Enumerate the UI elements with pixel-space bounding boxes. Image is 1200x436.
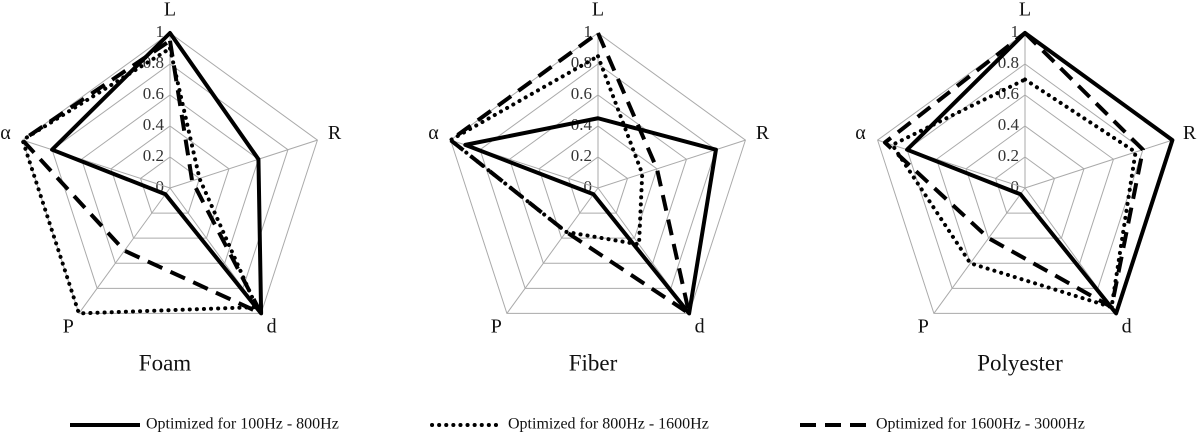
tick-label: 0.8 — [998, 53, 1019, 72]
axis-label: α — [0, 122, 11, 144]
radar-line — [890, 77, 1138, 310]
radar-line — [882, 31, 1145, 310]
chart-title: Polyester — [977, 350, 1063, 375]
axis-label: L — [164, 0, 176, 21]
legend-label: Optimized for 800Hz - 1600Hz — [508, 416, 709, 433]
tick-label: 1 — [156, 22, 165, 41]
spoke — [78, 187, 171, 314]
axis-label: d — [267, 316, 277, 338]
axis-label: P — [491, 316, 502, 338]
spoke — [1024, 139, 1173, 189]
radar-line — [448, 54, 645, 247]
axis-label: R — [328, 122, 342, 144]
spoke — [877, 139, 1026, 189]
grid-ring — [994, 156, 1056, 214]
grid-ring — [935, 94, 1115, 264]
spoke — [22, 139, 171, 189]
axis-label: L — [1019, 0, 1031, 21]
axis-label: P — [918, 316, 929, 338]
grid-ring — [139, 156, 201, 214]
spoke — [933, 187, 1026, 314]
grid-ring — [479, 63, 717, 289]
grid-ring — [80, 94, 260, 264]
spoke — [506, 187, 599, 314]
grid-ring — [51, 63, 289, 289]
tick-label: 1 — [1011, 22, 1020, 41]
legend-label: Optimized for 1600Hz - 3000Hz — [876, 416, 1085, 433]
grid-ring — [21, 32, 319, 314]
tick-label: 0.2 — [143, 146, 164, 165]
tick-label: 0.2 — [998, 146, 1019, 165]
axis-label: R — [756, 122, 770, 144]
grid-ring — [449, 32, 747, 314]
tick-label: 0.6 — [571, 84, 592, 103]
grid-ring — [110, 125, 230, 239]
spoke — [597, 139, 746, 189]
tick-label: 0.4 — [998, 115, 1020, 134]
radar-line — [20, 46, 259, 316]
grid-ring — [508, 94, 688, 264]
axis-label: d — [695, 316, 705, 338]
tick-label: 0.2 — [571, 146, 592, 165]
radar-line — [463, 116, 718, 316]
grid-ring — [538, 125, 658, 239]
grid-ring — [965, 125, 1085, 239]
grid-ring — [567, 156, 629, 214]
grid-ring — [906, 63, 1144, 289]
tick-label: 0.8 — [571, 53, 592, 72]
axis-label: α — [855, 122, 866, 144]
tick-label: 0 — [584, 177, 593, 196]
axis-label: R — [1183, 122, 1197, 144]
tick-label: 0.6 — [143, 84, 164, 103]
axis-label: L — [592, 0, 604, 21]
legend-label: Optimized for 100Hz - 800Hz — [146, 416, 339, 433]
axis-label: d — [1122, 316, 1132, 338]
axis-label: α — [428, 122, 439, 144]
radar-line — [905, 31, 1175, 316]
axis-label: P — [63, 316, 74, 338]
radar-line — [50, 31, 264, 316]
tick-label: 0 — [1011, 177, 1020, 196]
tick-label: 0.4 — [143, 115, 165, 134]
spoke — [169, 139, 318, 189]
tick-label: 0 — [156, 177, 165, 196]
chart-title: Foam — [139, 350, 192, 375]
chart-title: Fiber — [569, 350, 618, 375]
tick-label: 1 — [584, 22, 593, 41]
tick-label: 0.8 — [143, 53, 164, 72]
